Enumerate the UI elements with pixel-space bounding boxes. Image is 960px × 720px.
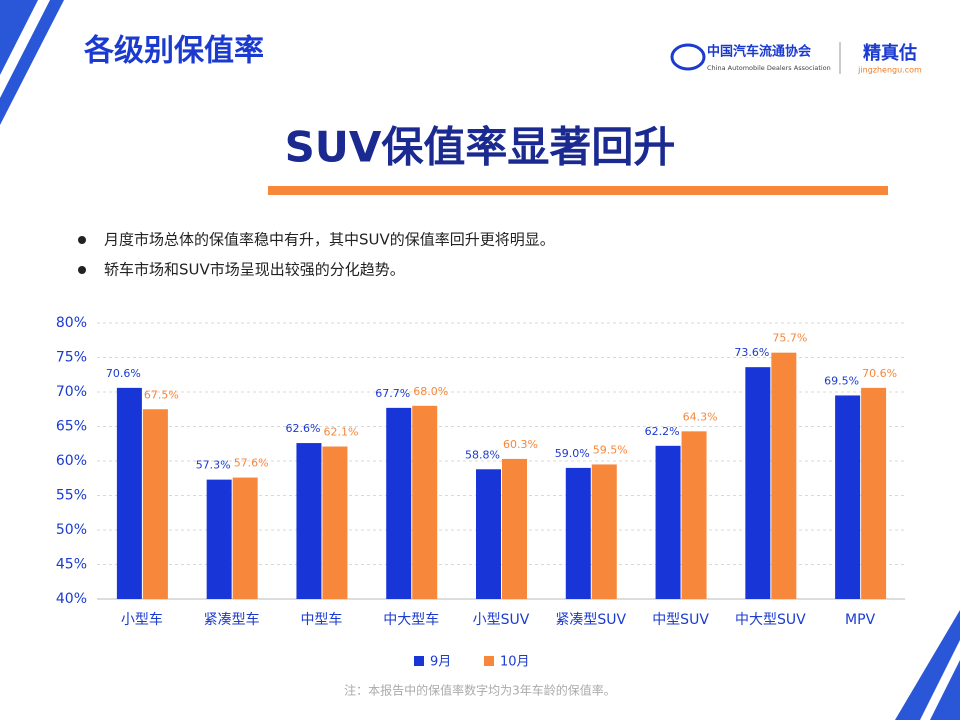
bar — [655, 445, 681, 599]
logo-mark — [670, 43, 706, 71]
bar — [771, 352, 797, 599]
value-label: 73.6% — [734, 346, 769, 359]
bar — [232, 477, 258, 599]
footnote: 注：本报告中的保值率数字均为3年车龄的保值率。 — [344, 683, 616, 698]
page-title: 各级别保值率 — [83, 34, 264, 69]
x-tick-label: 紧凑型SUV — [555, 611, 626, 628]
value-label: 75.7% — [772, 332, 807, 345]
x-tick-label: 小型SUV — [473, 612, 530, 628]
y-tick-label: 50% — [56, 522, 87, 538]
bullet-dot — [78, 266, 86, 274]
x-tick-label: 中型SUV — [652, 612, 709, 628]
y-tick-label: 70% — [56, 384, 87, 400]
bar — [412, 405, 438, 599]
corner-stripe — [895, 610, 960, 720]
bar — [502, 458, 527, 599]
value-label: 59.0% — [555, 447, 590, 460]
headline: SUV保值率显著回升 — [285, 123, 676, 172]
value-label: 67.5% — [144, 388, 179, 401]
corner-stripe — [930, 660, 960, 720]
corner-stripe — [0, 0, 64, 125]
value-label: 62.6% — [285, 422, 320, 435]
value-label: 62.1% — [323, 426, 358, 439]
y-tick-label: 80% — [56, 315, 87, 331]
bullet: 轿车市场和SUV市场呈现出较强的分化趋势。 — [104, 261, 405, 279]
y-tick-label: 40% — [56, 591, 87, 607]
bar — [116, 387, 142, 599]
headline-underline — [268, 186, 888, 195]
value-label: 60.3% — [503, 438, 538, 451]
value-label: 68.0% — [413, 385, 448, 398]
x-tick-label: 中大型SUV — [735, 612, 806, 628]
y-tick-label: 55% — [56, 488, 87, 504]
y-tick-label: 65% — [56, 419, 87, 435]
y-tick-label: 45% — [56, 557, 87, 573]
value-label: 59.5% — [593, 443, 628, 456]
bar — [565, 467, 591, 599]
value-label: 57.6% — [234, 457, 269, 470]
legend-swatch — [414, 656, 424, 666]
x-tick-label: 中大型车 — [383, 611, 439, 628]
bar — [835, 395, 861, 599]
value-label: 69.5% — [824, 374, 859, 387]
value-label: 67.7% — [375, 387, 410, 400]
bar — [206, 479, 232, 599]
bar — [745, 367, 771, 599]
brand-url: jingzhengu.com — [857, 66, 922, 75]
x-tick-label: MPV — [845, 612, 876, 628]
legend-swatch — [484, 656, 494, 666]
value-label: 58.8% — [465, 448, 500, 461]
value-label: 70.6% — [106, 367, 141, 380]
bar — [296, 443, 322, 599]
bullet: 月度市场总体的保值率稳中有升，其中SUV的保值率回升更将明显。 — [104, 231, 555, 249]
value-label: 70.6% — [862, 367, 897, 380]
x-tick-label: 中型车 — [300, 611, 342, 628]
value-label: 64.3% — [683, 410, 718, 423]
x-tick-label: 小型车 — [121, 611, 163, 628]
brand: 精真估 — [863, 42, 917, 64]
bar — [861, 387, 887, 599]
legend-label: 9月 — [430, 655, 451, 670]
y-tick-label: 75% — [56, 350, 87, 366]
y-tick-label: 60% — [56, 453, 87, 469]
legend-label: 10月 — [500, 655, 530, 670]
bar — [142, 409, 168, 599]
x-tick-label: 紧凑型车 — [204, 611, 260, 628]
bar — [681, 431, 707, 599]
bar — [591, 464, 617, 599]
bar — [386, 407, 412, 599]
bullet-dot — [78, 236, 86, 244]
bar — [476, 469, 501, 599]
bar — [322, 446, 348, 599]
value-label: 57.3% — [196, 459, 231, 472]
value-label: 62.2% — [645, 425, 680, 438]
corner-stripe — [0, 0, 38, 75]
org-name: 中国汽车流通协会 — [707, 44, 812, 60]
org-name-en: China Automobile Dealers Association — [707, 64, 831, 72]
